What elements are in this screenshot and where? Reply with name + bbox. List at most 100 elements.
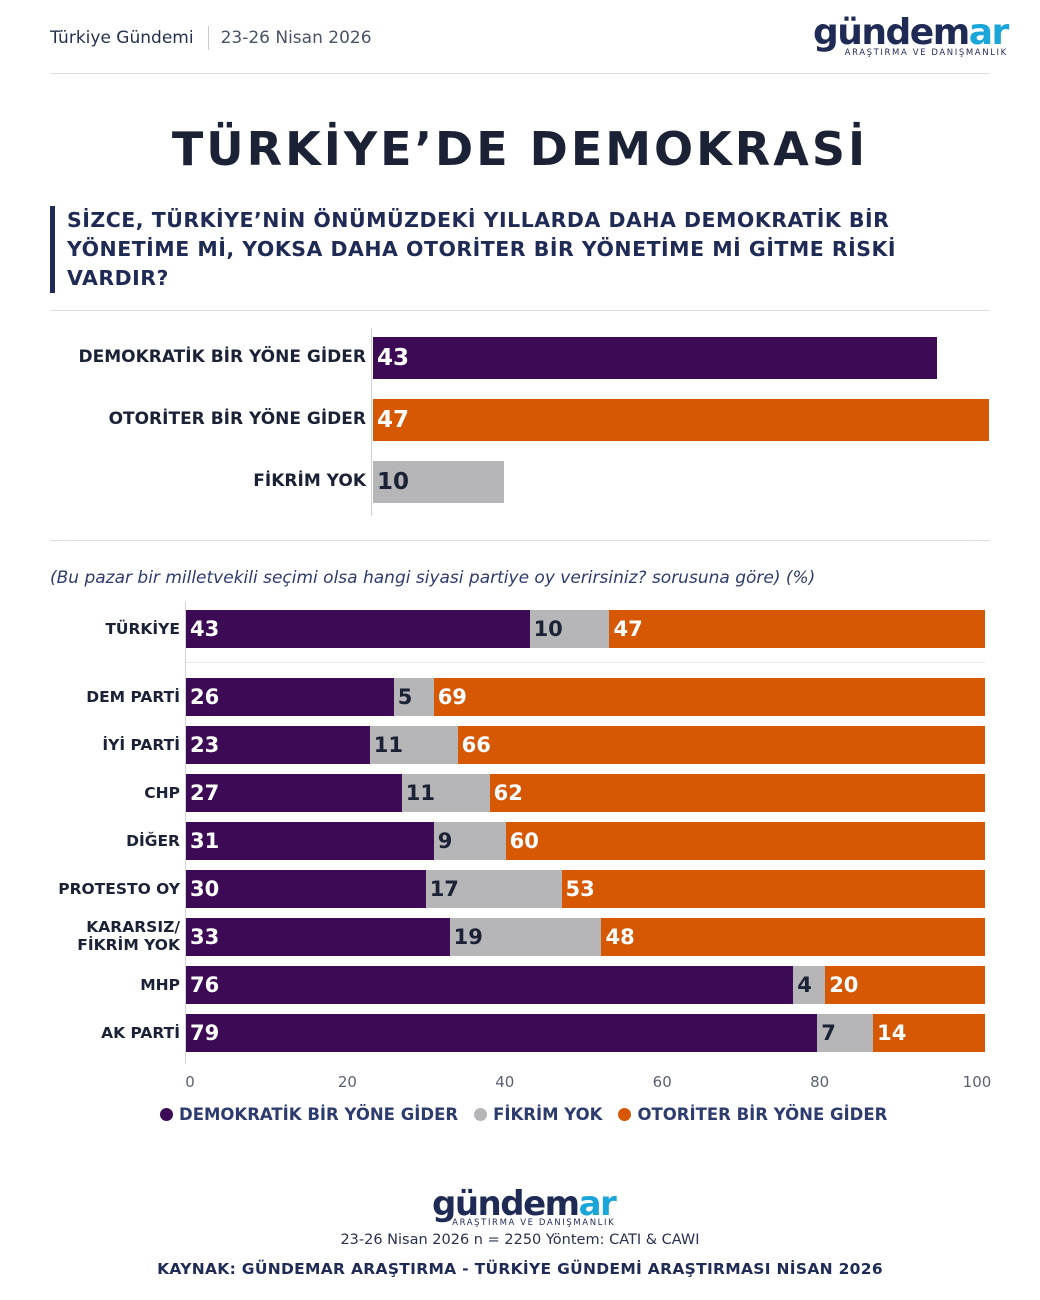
section-rule (50, 540, 990, 541)
logo-wordmark: gündemar (813, 12, 1009, 53)
chart2-category-label: MHP (140, 976, 180, 994)
legend-item-none: FİKRİM YOK (474, 1105, 602, 1124)
chart2-value-label: 17 (429, 877, 459, 901)
chart2-category-label: TÜRKİYE (105, 620, 180, 638)
chart2-value-label: 9 (437, 829, 453, 853)
chart1-bar (373, 337, 937, 379)
chart1-axis-line (371, 328, 372, 516)
chart2-bar-segment (449, 918, 602, 956)
chart2-value-label: 66 (461, 733, 491, 757)
chart2-value-label: 14 (877, 1021, 907, 1045)
chart2-bar-segment (433, 822, 506, 860)
chart2-bar-segment (873, 1014, 985, 1052)
chart2-value-label: 79 (190, 1021, 220, 1045)
footer-meta: 23-26 Nisan 2026 n = 2250 Yöntem: CATI &… (340, 1232, 700, 1248)
footer-logo-tagline: ARAŞTIRMA VE DANIŞMANLIK (452, 1218, 616, 1228)
chart-legend: DEMOKRATİK BİR YÖNE GİDER FİKRİM YOK OTO… (160, 1105, 903, 1124)
chart2-value-label: 69 (437, 685, 467, 709)
chart2-x-tick-label: 80 (810, 1073, 830, 1091)
question-rule (50, 310, 990, 311)
logo-tagline: ARAŞTIRMA VE DANIŞMANLIK (844, 48, 1008, 58)
chart2-bar-segment (186, 918, 450, 956)
chart2-value-label: 31 (190, 829, 220, 853)
header-bar: Türkiye Gündemi 23-26 Nisan 2026 (50, 26, 372, 50)
chart2-category-label: İYİ PARTİ (102, 736, 180, 754)
chart2-bar-segment (186, 678, 394, 716)
chart2-bar-segment (457, 726, 985, 764)
legend-dot-none (474, 1108, 488, 1121)
chart2-value-label: 5 (397, 685, 413, 709)
chart2-bar-segment (793, 966, 826, 1004)
chart2-value-label: 53 (565, 877, 595, 901)
chart2-category-label: PROTESTO OY (58, 880, 180, 898)
chart2-value-label: 43 (190, 617, 220, 641)
chart2-bar-segment (369, 726, 458, 764)
chart2-value-label: 19 (453, 925, 483, 949)
chart2-bar-segment (186, 726, 370, 764)
chart2-value-label: 4 (797, 973, 812, 997)
brand-logo-footer: gündemar ARAŞTIRMA VE DANIŞMANLIK (432, 1186, 617, 1228)
chart2-x-tick-label: 100 (962, 1073, 992, 1091)
chart2-x-tick-label: 60 (652, 1073, 672, 1091)
chart2-value-label: 33 (190, 925, 220, 949)
chart2-x-tick-label: 20 (337, 1073, 357, 1091)
chart2-category-label: AK PARTİ (101, 1024, 180, 1042)
subnote-text: (Bu pazar bir milletvekili seçimi olsa h… (50, 568, 816, 588)
chart2-value-label: 20 (829, 973, 859, 997)
legend-item-democratic: DEMOKRATİK BİR YÖNE GİDER (160, 1105, 458, 1124)
chart2-bar-segment (186, 870, 426, 908)
chart2-x-tick-label: 0 (185, 1073, 195, 1091)
chart2-value-label: 47 (613, 617, 643, 641)
legend-label-authoritarian: OTORİTER BİR YÖNE GİDER (637, 1105, 888, 1124)
chart2-x-tick-label: 40 (495, 1073, 515, 1091)
chart2-bar-segment (393, 678, 434, 716)
chart2-category-label: DİĞER (126, 832, 180, 850)
legend-label-democratic: DEMOKRATİK BİR YÖNE GİDER (179, 1105, 459, 1124)
chart2-value-label: 62 (493, 781, 523, 805)
chart2-value-label: 26 (190, 685, 220, 709)
brand-logo-top: gündemar ARAŞTIRMA VE DANIŞMANLIK (813, 12, 1009, 59)
header-section: Türkiye Gündemi (50, 28, 194, 48)
chart2-bar-segment (825, 966, 985, 1004)
chart1-value-label: 10 (377, 469, 410, 495)
header-rule (50, 73, 990, 74)
chart2-value-label: 7 (821, 1021, 836, 1045)
chart2-bar-segment (186, 966, 794, 1004)
chart2-category-label: DEM PARTİ (86, 688, 180, 706)
chart2-value-label: 60 (509, 829, 539, 853)
chart2-value-label: 23 (190, 733, 220, 757)
chart2-value-label: 11 (373, 733, 403, 757)
chart2-bar-segment (601, 918, 985, 956)
header-date: 23-26 Nisan 2026 (220, 28, 372, 48)
chart2-bar-segment (425, 870, 562, 908)
chart2-bar-segment (401, 774, 490, 812)
chart2-separator (186, 662, 985, 663)
chart1-category-label: DEMOKRATİK BİR YÖNE GİDER (78, 347, 366, 367)
question-text: SİZCE, TÜRKİYE’NİN ÖNÜMÜZDEKİ YILLARDA D… (50, 206, 987, 293)
chart2-bar-segment (529, 610, 610, 648)
header-divider (207, 26, 209, 50)
chart1-value-label: 47 (377, 407, 410, 433)
chart2-value-label: 10 (533, 617, 563, 641)
chart2-value-label: 48 (605, 925, 635, 949)
legend-dot-democratic (160, 1108, 173, 1121)
chart2-value-label: 11 (405, 781, 435, 805)
chart1-value-label: 43 (377, 345, 410, 371)
chart2-bar-segment (609, 610, 985, 648)
chart1-category-label: OTORİTER BİR YÖNE GİDER (108, 409, 366, 429)
chart1-bar (373, 461, 505, 503)
page-title: TÜRKİYE’DE DEMOKRASİ (171, 122, 869, 176)
chart2-bar-segment (186, 774, 402, 812)
chart1-bar (373, 399, 989, 441)
chart2-bar-segment (186, 1014, 818, 1052)
chart1-category-label: FİKRİM YOK (253, 471, 366, 491)
chart2-bar-segment (433, 678, 985, 716)
chart2-category-label: KARARSIZ/FİKRİM YOK (77, 918, 180, 954)
legend-dot-authoritarian (618, 1108, 632, 1121)
footer-source: KAYNAK: GÜNDEMAR ARAŞTIRMA - TÜRKİYE GÜN… (157, 1260, 883, 1278)
chart2-category-label: CHP (144, 784, 180, 802)
chart2-bar-segment (817, 1014, 874, 1052)
chart2-bar-segment (186, 610, 530, 648)
chart2-bar-segment (186, 822, 434, 860)
legend-label-none: FİKRİM YOK (493, 1105, 603, 1124)
